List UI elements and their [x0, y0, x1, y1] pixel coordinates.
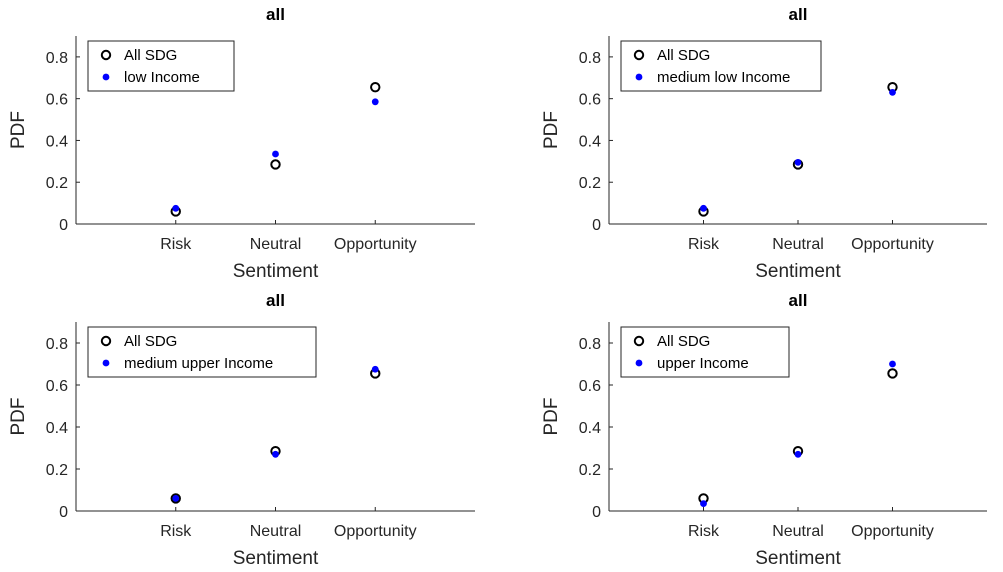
x-tick-label: Neutral	[250, 523, 302, 540]
y-tick-label: 0.8	[579, 336, 601, 353]
chart-title: all	[266, 5, 285, 24]
chart-title: all	[789, 291, 808, 310]
y-tick-label: 0.2	[579, 462, 601, 479]
x-tick-label: Neutral	[772, 523, 824, 540]
legend-marker-income	[102, 73, 110, 81]
y-axis-label: PDF	[541, 398, 562, 436]
legend-marker-all-sdg	[100, 335, 112, 347]
x-tick-label: Risk	[160, 523, 192, 540]
legend-label: medium low Income	[657, 69, 790, 86]
legend-marker-all-sdg	[633, 335, 645, 347]
chart-title: all	[266, 291, 285, 310]
y-tick-label: 0.6	[46, 378, 68, 395]
x-axis-label: Sentiment	[755, 261, 841, 282]
x-tick-label: Neutral	[250, 236, 302, 253]
x-tick-label: Opportunity	[851, 236, 934, 253]
y-tick-label: 0	[592, 217, 601, 234]
x-tick-label: Risk	[688, 523, 720, 540]
legend-label: upper Income	[657, 355, 749, 372]
legend-label: medium upper Income	[124, 355, 273, 372]
chart-panel-2: 0 0.2 0.4 0.6 0.8 Risk Neutral Opportunity Senti…	[541, 5, 987, 282]
chart-panel-3: 0 0.2 0.4 0.6 0.8 Risk Neutral Opportunity Senti…	[8, 291, 475, 569]
legend-box	[620, 40, 822, 92]
y-tick-label: 0.2	[579, 175, 601, 192]
data-point-income	[889, 360, 896, 368]
x-axis-label: Sentiment	[233, 261, 319, 282]
x-axis-label: Sentiment	[755, 548, 841, 569]
legend-marker-all-sdg	[100, 49, 112, 61]
y-tick-label: 0.8	[579, 50, 601, 67]
legend-marker-all-sdg	[633, 49, 645, 61]
y-tick-label: 0.4	[46, 420, 68, 437]
y-tick-label: 0.8	[46, 336, 68, 353]
data-point-income	[794, 158, 802, 166]
chart-panel-1: 0 0.2 0.4 0.6 0.8 Risk Neutral Opportunity Senti…	[8, 5, 475, 282]
legend-label: All SDG	[657, 333, 710, 350]
legend-box	[87, 326, 317, 378]
y-axis-label: PDF	[8, 398, 29, 436]
data-point-all-sdg	[887, 368, 898, 379]
y-axis-label: PDF	[8, 111, 29, 149]
y-axis-label: PDF	[541, 111, 562, 149]
y-tick-label: 0	[59, 217, 68, 234]
legend-marker-income	[635, 359, 643, 367]
legend-marker-income	[102, 359, 110, 367]
y-tick-label: 0.4	[579, 133, 601, 150]
data-point-income	[371, 365, 379, 373]
chart-panel-4: 0 0.2 0.4 0.6 0.8 Risk Neutral Opportunity Senti…	[541, 291, 987, 569]
data-point-all-sdg	[370, 81, 381, 93]
y-tick-label: 0.4	[579, 420, 601, 437]
x-tick-label: Neutral	[772, 236, 824, 253]
y-tick-label: 0.6	[579, 378, 601, 395]
data-point-income	[371, 98, 379, 106]
y-tick-label: 0.2	[46, 175, 68, 192]
legend-box	[87, 40, 235, 92]
legend-label: All SDG	[124, 47, 177, 64]
data-point-income	[794, 450, 802, 458]
chart-title: all	[789, 5, 808, 24]
legend-marker-income	[635, 73, 643, 81]
data-point-income	[700, 204, 707, 212]
data-point-all-sdg	[170, 493, 181, 504]
y-tick-label: 0.6	[46, 92, 68, 109]
data-point-income	[172, 204, 180, 212]
data-point-income	[272, 450, 279, 458]
y-tick-label: 0.6	[579, 92, 601, 109]
x-tick-label: Risk	[688, 236, 720, 253]
y-tick-label: 0	[59, 504, 68, 521]
data-point-income	[172, 495, 180, 502]
data-point-income	[889, 89, 896, 96]
legend-label: low Income	[124, 69, 200, 86]
y-tick-label: 0.4	[46, 133, 68, 150]
y-tick-label: 0	[592, 504, 601, 521]
x-tick-label: Opportunity	[334, 236, 417, 253]
data-point-all-sdg	[270, 159, 281, 170]
data-point-income	[272, 150, 279, 158]
x-tick-label: Opportunity	[851, 523, 934, 540]
legend-label: All SDG	[657, 47, 710, 64]
x-tick-label: Opportunity	[334, 523, 417, 540]
legend-label: All SDG	[124, 333, 177, 350]
legend-box	[620, 326, 790, 378]
y-tick-label: 0.2	[46, 462, 68, 479]
x-axis-label: Sentiment	[233, 548, 319, 569]
x-tick-label: Risk	[160, 236, 192, 253]
y-tick-label: 0.8	[46, 50, 68, 67]
data-point-income	[700, 500, 707, 508]
